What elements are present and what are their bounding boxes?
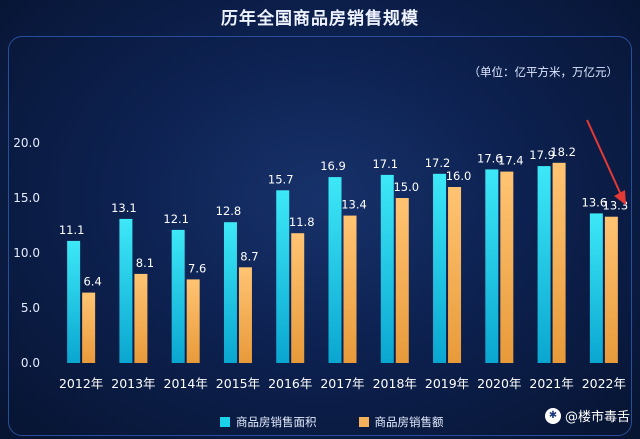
y-axis: 0.0 5.0 10.0 15.0 20.0	[13, 136, 40, 370]
data-label-area: 13.6	[582, 195, 608, 209]
bar-amount	[395, 198, 409, 363]
x-tick-label: 2014年	[164, 376, 208, 391]
annotations	[586, 119, 626, 205]
data-label-amount: 16.0	[446, 169, 472, 183]
y-tick-label: 15.0	[13, 191, 40, 205]
data-label-amount: 13.3	[603, 199, 629, 213]
x-tick-label: 2019年	[425, 376, 469, 391]
bar-area	[171, 229, 185, 363]
bar-amount	[552, 162, 566, 363]
data-label-area: 17.9	[529, 148, 555, 162]
bar-area	[276, 190, 290, 363]
bar-area	[223, 222, 237, 363]
x-tick-label: 2015年	[216, 376, 260, 391]
data-label-area: 17.2	[425, 156, 451, 170]
data-label-amount: 8.1	[136, 256, 154, 270]
legend-swatch-amount	[358, 417, 369, 427]
y-tick-label: 0.0	[21, 356, 40, 370]
data-label-area: 12.1	[163, 212, 189, 226]
brand-icon: ✱	[544, 407, 561, 424]
bar-area	[433, 173, 447, 363]
data-label-amount: 6.4	[83, 275, 101, 289]
legend: 商品房销售面积 商品房销售额	[220, 414, 444, 430]
legend-item-area: 商品房销售面积	[220, 414, 317, 430]
data-label-amount: 15.0	[393, 180, 419, 194]
bar-area	[67, 240, 81, 363]
unit-note: （单位：亿平方米，万亿元）	[468, 65, 619, 79]
x-tick-label: 2016年	[268, 376, 312, 391]
y-tick-label: 20.0	[13, 136, 40, 150]
brand-name: @楼市毒舌	[564, 410, 630, 425]
bar-area	[485, 169, 499, 363]
trend-arrow-line	[586, 119, 623, 198]
data-label-amount: 18.2	[550, 145, 576, 159]
bar-amount	[448, 187, 462, 363]
data-label-area: 12.8	[216, 204, 242, 218]
bar-amount	[500, 171, 514, 363]
brand-watermark: ✱ @楼市毒舌	[544, 406, 630, 425]
data-label-amount: 11.8	[289, 215, 315, 229]
x-tick-label: 2012年	[59, 376, 103, 391]
x-tick-label: 2018年	[373, 376, 417, 391]
bar-amount	[291, 233, 305, 363]
data-label-amount: 8.7	[240, 249, 258, 263]
x-tick-label: 2017年	[320, 376, 364, 391]
bar-area	[589, 213, 603, 363]
data-label-area: 17.1	[372, 157, 398, 171]
bar-amount	[343, 215, 357, 363]
bar-amount	[186, 279, 200, 363]
data-label-amount: 7.6	[188, 261, 206, 275]
legend-label-amount: 商品房销售额	[374, 415, 444, 429]
bar-amount	[604, 216, 618, 363]
bar-amount	[82, 292, 96, 363]
data-label-amount: 17.4	[498, 154, 524, 168]
x-tick-label: 2022年	[582, 376, 626, 391]
bar-amount	[238, 267, 252, 363]
bar-area	[119, 218, 133, 363]
x-axis: 2012年 2013年 2014年 2015年 2016年 2017年 2018年 2019年…	[59, 376, 626, 391]
x-tick-label: 2020年	[477, 376, 521, 391]
data-label-area: 16.9	[320, 159, 346, 173]
legend-swatch-area	[220, 417, 230, 427]
y-tick-label: 5.0	[21, 301, 40, 315]
bar-area	[328, 177, 342, 363]
x-tick-label: 2021年	[529, 376, 573, 391]
bar-amount	[134, 273, 148, 363]
data-label-area: 15.7	[268, 172, 294, 186]
chart-frame	[8, 36, 632, 436]
data-label-area: 13.1	[111, 201, 137, 215]
data-label-area: 11.1	[59, 223, 85, 237]
x-tick-label: 2013年	[111, 376, 155, 391]
legend-label-area: 商品房销售面积	[236, 415, 317, 429]
bar-area	[537, 166, 551, 363]
bars-group: 11.1 6.4 13.1 8.1 12.1 7.6 12.8 8.7 15.7 11.8 16.9…	[59, 145, 628, 363]
bar-area	[380, 174, 394, 363]
chart-title: 历年全国商品房销售规模	[221, 9, 419, 29]
data-label-amount: 13.4	[341, 198, 367, 212]
y-tick-label: 10.0	[13, 246, 40, 260]
legend-item-amount: 商品房销售额	[358, 414, 444, 430]
trend-arrow-head	[614, 190, 626, 205]
data-label-area: 17.6	[477, 151, 503, 165]
